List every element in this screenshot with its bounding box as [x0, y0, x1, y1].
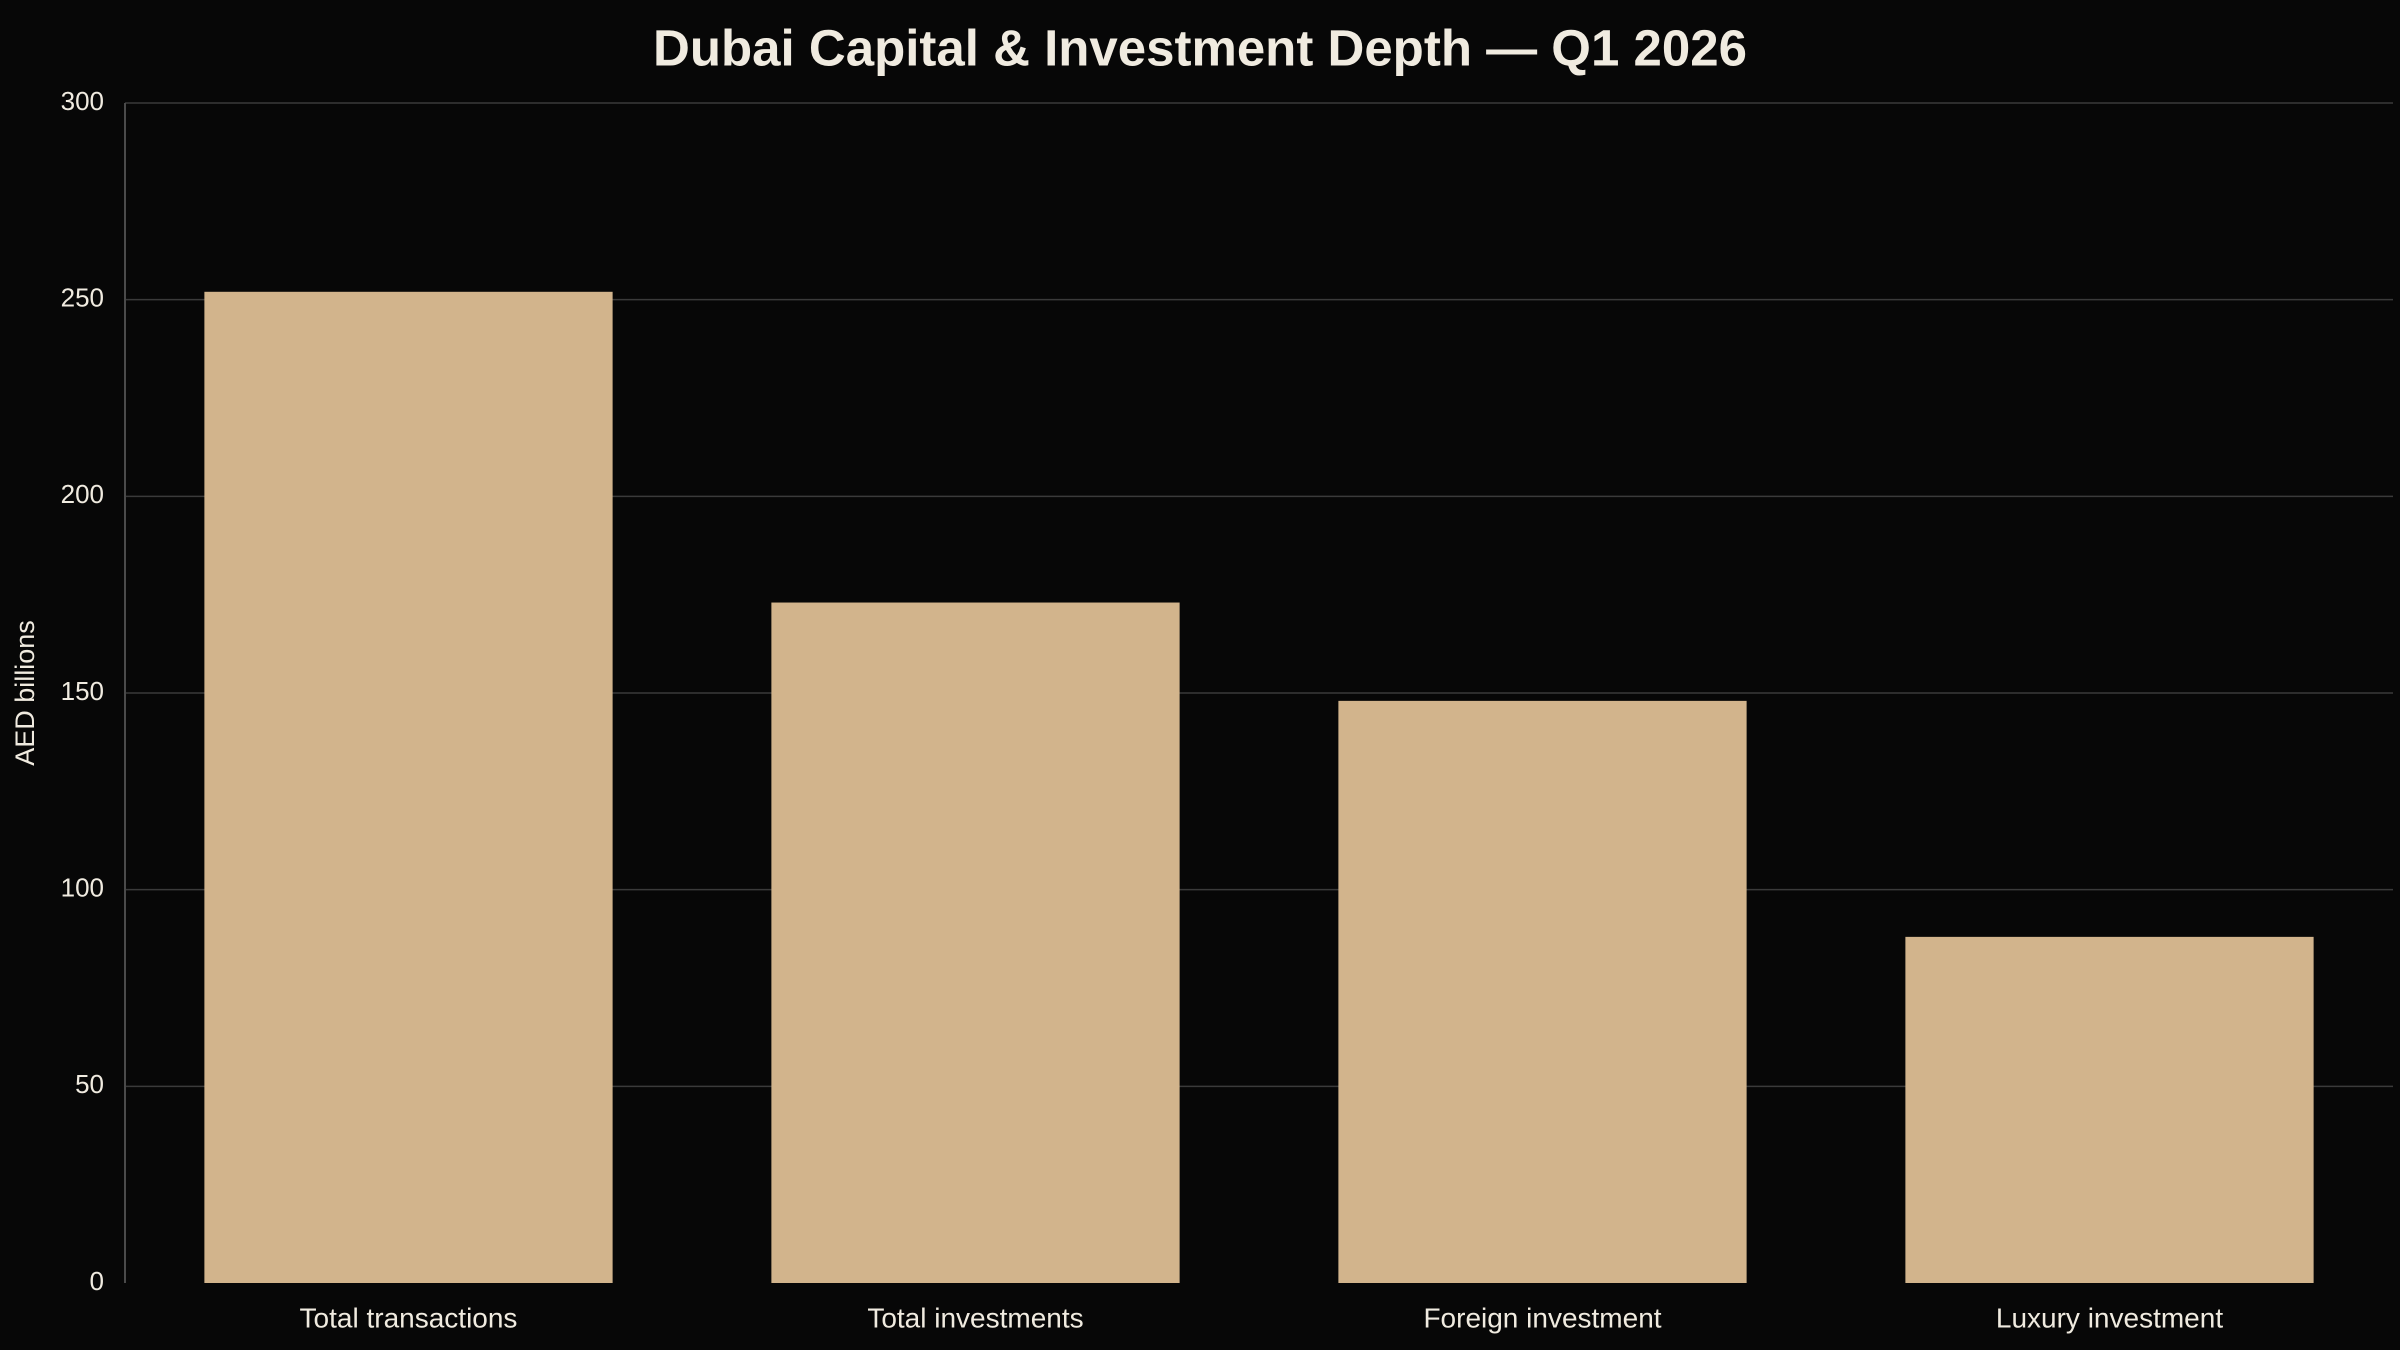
bar-total-investments — [771, 602, 1180, 1283]
labels: 0 50 100 150 200 250 300 Total transactions Tota… — [61, 86, 2224, 1334]
y-tick-label: 200 — [61, 479, 104, 509]
y-tick-label: 150 — [61, 676, 104, 706]
x-tick-label: Luxury investment — [1996, 1302, 2223, 1333]
y-tick-label: 100 — [61, 873, 104, 903]
y-axis-label: AED billions — [10, 620, 40, 766]
y-tick-label: 50 — [75, 1069, 104, 1099]
y-tick-label: 250 — [61, 283, 104, 313]
bar-total-transactions — [204, 291, 613, 1283]
bar-foreign-investment — [1338, 700, 1747, 1283]
x-tick-label: Total investments — [867, 1302, 1083, 1333]
y-tick-label: 0 — [90, 1266, 104, 1296]
chart-title: Dubai Capital & Investment Depth — Q1 20… — [653, 19, 1747, 76]
bar-luxury-investment — [1905, 936, 2314, 1283]
x-tick-label: Foreign investment — [1423, 1302, 1661, 1333]
bars — [204, 291, 2314, 1283]
y-tick-label: 300 — [61, 86, 104, 116]
x-tick-label: Total transactions — [300, 1302, 518, 1333]
